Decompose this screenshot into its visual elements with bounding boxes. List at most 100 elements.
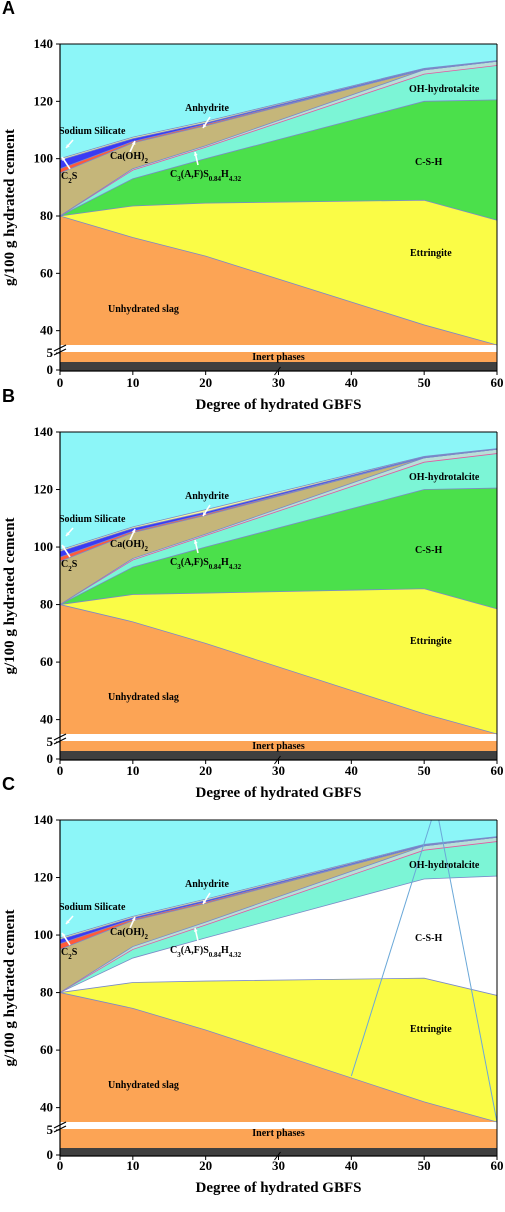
label-oh-hydrotalcite: OH-hydrotalcite — [409, 472, 480, 483]
arrow-head — [193, 540, 198, 544]
boundary-line — [59, 99, 498, 217]
boundary-line — [59, 448, 498, 551]
inert-band-dark — [60, 362, 497, 371]
x-tick-label: 40 — [345, 1158, 358, 1173]
y-tick-label: 60 — [40, 1042, 53, 1057]
axis-break-mark — [53, 1121, 67, 1129]
label-inert-phases: Inert phases — [252, 352, 305, 363]
y-tick-label: 120 — [34, 482, 54, 497]
label-part: H — [221, 169, 229, 180]
x-axis-title: Degree of hydrated GBFS — [196, 1180, 362, 1196]
x-tick-label: 30 — [272, 1158, 285, 1173]
boundary-line — [59, 841, 498, 993]
x-tick-label: 10 — [126, 1158, 139, 1173]
label-unhydrated-slag: Unhydrated slag — [108, 692, 179, 703]
label-unhydrated-slag: Unhydrated slag — [108, 1080, 179, 1091]
y-tick-label: 80 — [40, 208, 53, 223]
y-tick-label: 120 — [34, 870, 54, 885]
x-tick-label: 60 — [491, 763, 504, 778]
x-tick-label: 50 — [418, 763, 431, 778]
axis-break-band — [0, 735, 505, 740]
label-c2s: C2S — [61, 559, 78, 573]
guide-line — [438, 819, 498, 1123]
guide-line — [350, 819, 432, 1077]
subscript: 4.32 — [229, 951, 242, 959]
label-c-s-h: C-S-H — [415, 157, 442, 168]
axis-break-mark — [53, 1125, 67, 1133]
label-ettringite: Ettringite — [410, 248, 452, 259]
boundary-line — [59, 199, 498, 221]
subscript: 2 — [68, 565, 72, 573]
panel-label: A — [2, 0, 15, 18]
arrow-head — [131, 529, 136, 533]
region-unhydrated-slag — [60, 992, 497, 1122]
arrow-head — [203, 124, 207, 128]
label-c2s: C2S — [61, 171, 78, 185]
arrow-head — [62, 545, 66, 549]
subscript: 3 — [177, 175, 181, 183]
y-axis-title: g/100 g hydrated cement — [2, 517, 18, 674]
y-tick-label: 40 — [40, 1100, 53, 1115]
y-tick-label: 120 — [34, 93, 54, 108]
x-tick-label: 30 — [272, 763, 285, 778]
label-sodium-silicate: Sodium Silicate — [59, 126, 126, 137]
subscript: 2 — [68, 177, 72, 185]
x-tick-label: 60 — [491, 375, 504, 390]
label-oh-hydrotalcite: OH-hydrotalcite — [409, 84, 480, 95]
boundary-line — [59, 215, 498, 346]
label-anhydrite: Anhydrite — [185, 491, 229, 502]
subscript: 0.84 — [209, 563, 222, 571]
arrow-head — [203, 512, 207, 516]
subscript: 2 — [144, 545, 148, 553]
arrow-head — [131, 141, 136, 145]
axis-break-mark — [53, 348, 67, 356]
label-part: (A,F)S — [181, 557, 209, 568]
y-tick-label: 100 — [34, 539, 54, 554]
subscript: 3 — [177, 563, 181, 571]
y-tick-label: 40 — [40, 712, 53, 727]
x-axis-title: Degree of hydrated GBFS — [196, 785, 362, 801]
axis-break-mark — [53, 344, 67, 352]
y-tick-label: 0 — [47, 362, 54, 377]
label-caoh2: Ca(OH)2 — [110, 927, 148, 941]
x-tick-label: 20 — [199, 375, 212, 390]
axis-break-band — [0, 346, 505, 351]
x-tick-label: 20 — [199, 1158, 212, 1173]
y-tick-label: 40 — [40, 323, 53, 338]
x-tick-label: 30 — [272, 375, 285, 390]
boundary-line — [59, 453, 498, 605]
arrow-head — [62, 157, 66, 161]
x-tick-label: 60 — [491, 1158, 504, 1173]
inert-band-orange — [60, 741, 497, 751]
label-part: (A,F)S — [181, 169, 209, 180]
label-c3afs: C3(A,F)S0.84H4.32 — [170, 169, 242, 183]
y-tick-label: 80 — [40, 597, 53, 612]
boundary-line — [59, 65, 498, 217]
panel-label: B — [2, 386, 15, 406]
label-inert-phases: Inert phases — [252, 1128, 305, 1139]
y-tick-label: 5 — [47, 345, 54, 360]
label-anhydrite: Anhydrite — [185, 879, 229, 890]
y-tick-label: 0 — [47, 751, 54, 766]
subscript: 0.84 — [209, 175, 222, 183]
subscript: 0.84 — [209, 951, 222, 959]
inert-band-dark — [60, 1148, 497, 1156]
label-part: H — [221, 945, 229, 956]
x-tick-label: 10 — [126, 763, 139, 778]
axis-break-mark — [53, 733, 67, 741]
x-break-mark — [274, 366, 281, 376]
subscript: 2 — [144, 933, 148, 941]
x-tick-label: 0 — [57, 1158, 64, 1173]
y-tick-label: 140 — [34, 424, 54, 439]
subscript: 3 — [177, 951, 181, 959]
arrow-head — [193, 928, 198, 932]
x-tick-label: 0 — [57, 763, 64, 778]
label-part: H — [221, 557, 229, 568]
arrow-head — [131, 917, 136, 921]
label-c-s-h: C-S-H — [415, 933, 442, 944]
x-tick-label: 50 — [418, 375, 431, 390]
label-part: S — [72, 171, 78, 182]
arrow-head — [66, 144, 70, 148]
label-c2s: C2S — [61, 947, 78, 961]
